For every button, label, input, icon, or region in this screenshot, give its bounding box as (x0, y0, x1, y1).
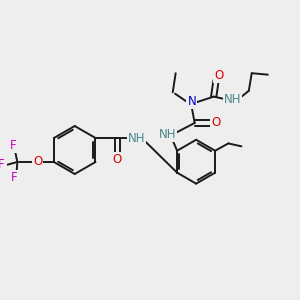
Text: NH: NH (128, 131, 145, 145)
Text: F: F (11, 171, 18, 184)
Text: F: F (0, 158, 4, 171)
Text: F: F (10, 140, 16, 152)
Text: NH: NH (159, 128, 176, 141)
Text: O: O (214, 69, 224, 82)
Text: O: O (33, 155, 43, 169)
Text: N: N (188, 95, 196, 108)
Text: NH: NH (224, 93, 242, 106)
Text: O: O (212, 116, 221, 129)
Text: O: O (113, 153, 122, 166)
